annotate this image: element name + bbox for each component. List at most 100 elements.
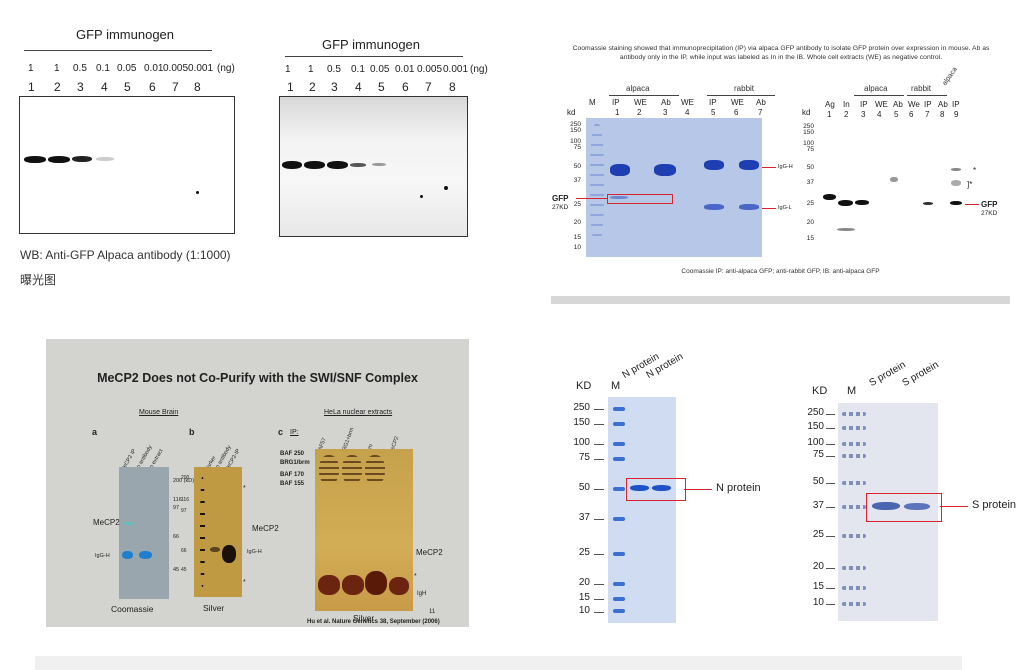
s-protein-band-1: [872, 502, 900, 510]
gel-igg-l-arrow: [762, 208, 776, 209]
wb-lane-num-5: 5: [894, 110, 899, 119]
left-band-lane-4: [96, 157, 114, 161]
panel-b-igg-band: [222, 545, 236, 563]
wb-marker-25: 25: [806, 200, 814, 207]
n-marker-15: [613, 597, 625, 601]
right-amount-8: 0.001: [443, 64, 469, 75]
panel-c-igh-4: [389, 577, 409, 595]
s-marker-label-50: 50: [812, 476, 824, 487]
gel-marker-37: 37: [573, 177, 581, 184]
gel-gfp-arrow: [576, 198, 607, 199]
n-tick-50: [594, 489, 604, 490]
panel-b-stain: Silver: [203, 603, 225, 613]
s-marker-label-37: 37: [812, 500, 824, 511]
n-tick-25: [594, 554, 604, 555]
panel-c-gel: [315, 449, 413, 611]
wb-marker-15: 15: [806, 235, 814, 242]
panel-a-group: Mouse Brain: [139, 409, 179, 416]
wb-lane-label-we: WE: [875, 100, 888, 109]
n-marker-label-100: 100: [573, 437, 590, 448]
panel-c-bands-2: [342, 455, 362, 485]
gel-gfp-kd: 27KD: [552, 204, 569, 211]
panel-b-gel: [194, 467, 242, 597]
s-marker-label-150: 150: [807, 421, 824, 432]
right-blot-title-underline: [285, 56, 463, 57]
s-marker-10: [842, 602, 866, 606]
gel-igg-h-band-7: [739, 160, 759, 170]
gel-group-rabbit: rabbit: [734, 84, 755, 93]
wb-gfp-kd: 27KD: [981, 210, 998, 217]
s-tick-25: [826, 536, 835, 537]
right-lane-6: 6: [402, 80, 409, 94]
wb-lane-num-1: 1: [827, 110, 832, 119]
panel-c-bands-1: [319, 455, 339, 485]
left-blot-title-underline: [24, 50, 212, 51]
ip-description: Coomassie staining showed that immunopre…: [572, 45, 990, 61]
panel-b-marker-200: 200: [181, 475, 190, 481]
s-protein-highlight-box: [866, 493, 942, 522]
gel-lane-label-m: M: [589, 98, 596, 107]
wb-lane-label-ip: IP: [860, 100, 868, 109]
s-marker-250: [842, 412, 866, 416]
left-amount-8: 0.001: [188, 63, 214, 74]
n-marker-150: [613, 422, 625, 426]
wb-group-alpaca: alpaca: [864, 84, 888, 93]
left-amount-3: 0.5: [73, 63, 87, 74]
left-amount-unit: (ng): [217, 63, 235, 74]
wb-group-rabbit-bracket: [907, 95, 947, 96]
n-marker-label-25: 25: [578, 547, 590, 558]
panel-a-stain: Coomassie: [111, 604, 154, 614]
blot-caption: WB: Anti-GFP Alpaca antibody (1:1000): [20, 248, 231, 262]
n-marker-50: [613, 487, 625, 491]
panel-a-marker-200: 200 (kD): [173, 478, 195, 484]
panel-c-marker-baf155: BAF 155: [280, 481, 305, 487]
right-blot-speck-2: [420, 195, 423, 198]
right-band-lane-2: [304, 161, 325, 169]
gel-group-alpaca-bracket: [609, 95, 679, 96]
s-marker-37: [842, 505, 866, 509]
right-lane-4: 4: [355, 80, 362, 94]
panel-a-iggh: IgG-H: [95, 553, 110, 559]
poster-title: MeCP2 Does not Co-Purify with the SWI/SN…: [97, 371, 418, 385]
gel-lane-num-6: 6: [734, 108, 739, 117]
s-marker-label-250: 250: [807, 407, 824, 418]
right-lane-3: 3: [331, 80, 338, 94]
n-marker-37: [613, 517, 625, 521]
n-marker-250: [613, 407, 625, 411]
panel-b-marker-lane: [200, 477, 205, 587]
n-marker-label-20: 20: [578, 577, 590, 588]
s-marker-15: [842, 586, 866, 590]
panel-a-mecp2: MeCP2: [93, 518, 120, 527]
s-marker-label-75: 75: [812, 449, 824, 460]
panel-mecp2-poster: MeCP2 Does not Co-Purify with the SWI/SN…: [46, 339, 469, 627]
wb-marker-20: 20: [806, 219, 814, 226]
s-marker-75: [842, 454, 866, 458]
panel-c-marker-brg1: BRG1/brm: [280, 460, 310, 466]
gel-gfp-highlight-box: [607, 194, 673, 204]
s-marker-label-100: 100: [807, 437, 824, 448]
s-tick-37: [826, 507, 835, 508]
s-marker-25: [842, 534, 866, 538]
gel-igg-l-band-5: [704, 204, 724, 210]
gel-lane-label-ip: IP: [612, 98, 620, 107]
wb-band-faint-3: [951, 180, 961, 186]
left-lane-1: 1: [28, 80, 35, 94]
coomassie-gel-image: [586, 118, 762, 257]
panel-b-igg-band-faint: [210, 547, 220, 552]
s-protein-arrow: [940, 506, 968, 507]
right-blot-image: [279, 96, 468, 237]
s-marker-label-15: 15: [812, 581, 824, 592]
right-amount-1: 1: [285, 64, 291, 75]
wb-marker-75: 75: [806, 146, 814, 153]
n-tick-250: [594, 409, 604, 410]
wb-bracket-star-text: *: [969, 180, 973, 189]
right-band-lane-3: [327, 161, 348, 169]
panel-c-ip: IP:: [290, 429, 299, 436]
n-marker-25: [613, 552, 625, 556]
bottom-strip: [35, 656, 962, 670]
gel-lane-num-5: 5: [711, 108, 716, 117]
s-gel-image: [838, 403, 938, 621]
left-blot-speck: [196, 191, 199, 194]
panel-c-letter: c: [278, 427, 284, 437]
n-marker-label-150: 150: [573, 417, 590, 428]
